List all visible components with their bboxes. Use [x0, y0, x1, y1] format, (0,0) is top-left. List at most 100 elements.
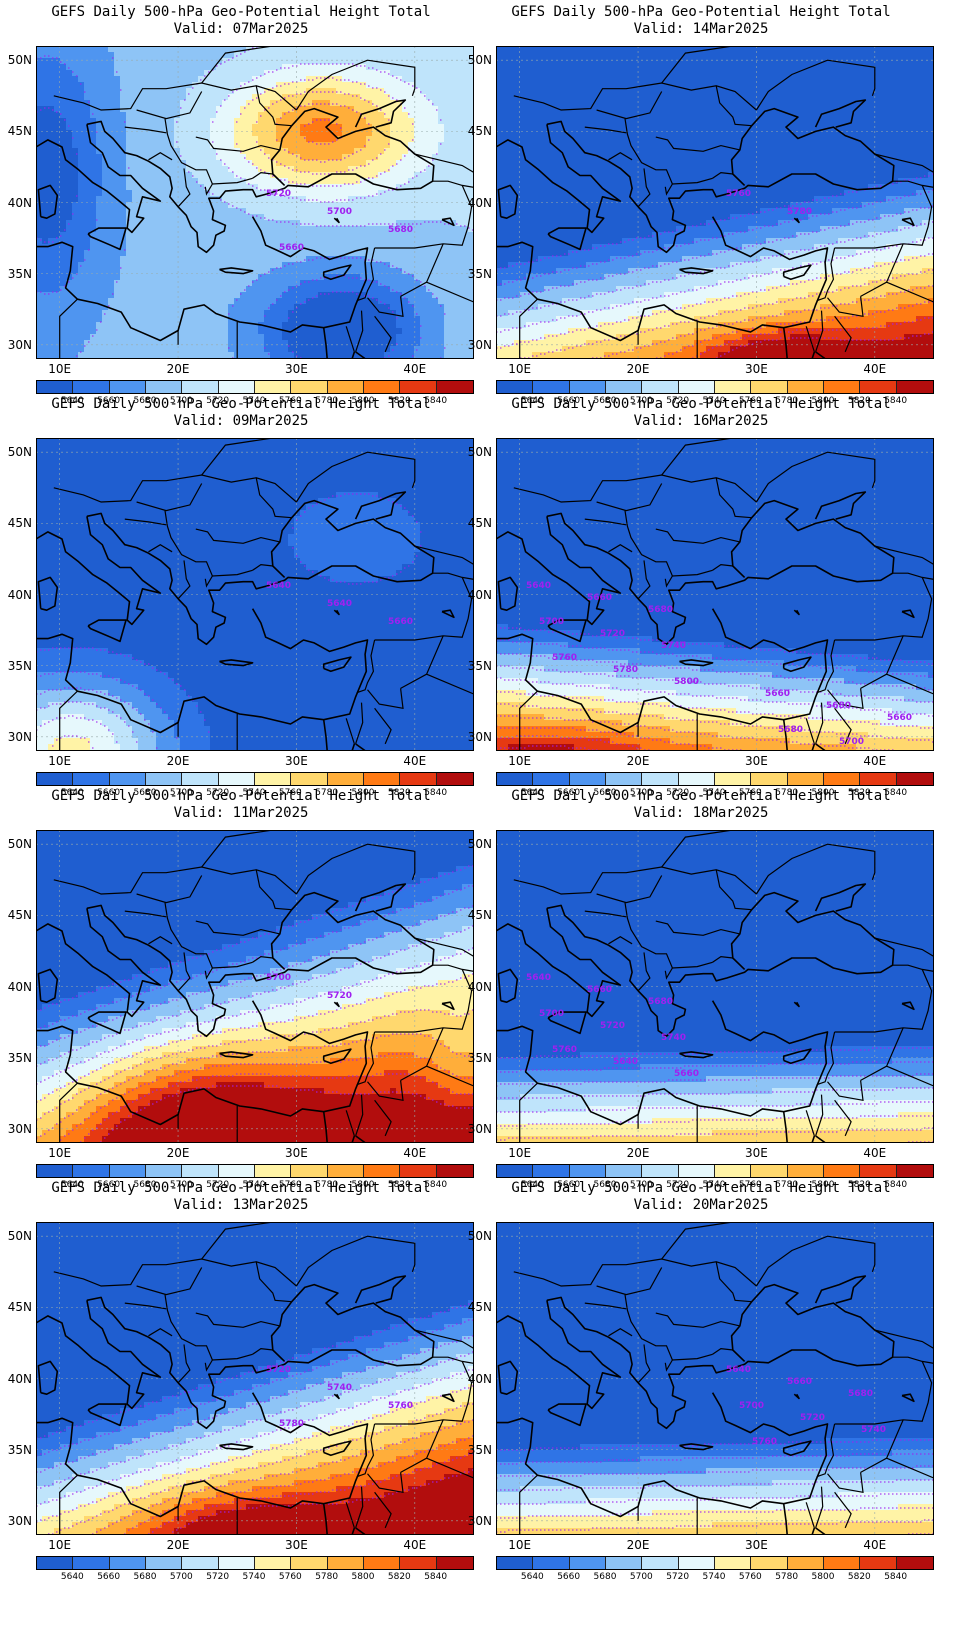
- colorbar-swatch: [569, 1557, 606, 1569]
- country-border: [426, 1065, 474, 1087]
- colorbar-label: 5840: [884, 788, 907, 798]
- country-border: [177, 952, 191, 992]
- country-border: [164, 1294, 253, 1361]
- panel-title: GEFS Daily 500-hPa Geo-Potential Height …: [0, 788, 482, 805]
- country-border: [356, 1031, 376, 1086]
- latitude-label: 40N: [464, 197, 492, 209]
- contour-label: 5660: [765, 689, 790, 699]
- coastline: [354, 883, 407, 912]
- country-border: [148, 1327, 173, 1337]
- country-border: [608, 151, 633, 161]
- colorbar-label: 5640: [61, 788, 84, 798]
- contour-label: 5680: [826, 701, 851, 711]
- country-border: [834, 315, 852, 353]
- colorbar-label: 5760: [279, 1572, 302, 1582]
- colorbar-label: 5720: [666, 1180, 689, 1190]
- contour-label: 5660: [279, 243, 304, 253]
- colorbar-swatch: [823, 773, 861, 785]
- colorbar-label: 5700: [170, 788, 193, 798]
- coastline: [782, 1111, 788, 1143]
- colorbar-swatch: [497, 1557, 534, 1569]
- colorbar-swatch: [751, 381, 788, 393]
- colorbar-swatch: [400, 381, 437, 393]
- coastline: [322, 719, 328, 751]
- colorbar-label: 5700: [630, 788, 653, 798]
- country-border: [252, 171, 273, 179]
- colorbar-swatch: [37, 1557, 74, 1569]
- colorbar-swatch: [497, 773, 534, 785]
- coastline: [86, 499, 435, 646]
- colorbar-label: 5780: [315, 788, 338, 798]
- country-border: [124, 910, 167, 918]
- longitude-label: 20E: [167, 1146, 190, 1160]
- colorbar: [496, 1164, 934, 1178]
- country-border: [355, 1094, 364, 1137]
- country-border: [295, 59, 416, 111]
- country-border: [426, 673, 474, 695]
- coastline: [679, 659, 714, 667]
- country-border: [664, 575, 673, 588]
- coastline: [496, 608, 829, 734]
- colorbar-label: 5780: [315, 396, 338, 406]
- coastline: [546, 499, 895, 646]
- colorbar-label: 5800: [812, 1572, 835, 1582]
- country-border: [860, 635, 904, 689]
- colorbar-swatch: [291, 381, 328, 393]
- colorbar-label: 5820: [848, 396, 871, 406]
- colorbar-label: 5700: [170, 396, 193, 406]
- country-border: [148, 935, 173, 945]
- colorbar-swatch: [605, 1165, 643, 1177]
- country-border: [637, 168, 651, 208]
- colorbar-swatch: [182, 1165, 219, 1177]
- contour-label: 5700: [539, 617, 564, 627]
- colorbar-swatch: [896, 773, 933, 785]
- coastline: [901, 1393, 915, 1403]
- country-border: [148, 543, 173, 553]
- coastline: [86, 107, 435, 254]
- colorbar-label: 5840: [424, 396, 447, 406]
- longitude-label: 20E: [167, 1538, 190, 1552]
- coastline: [496, 1300, 622, 1410]
- country-border: [816, 1031, 836, 1086]
- country-border: [426, 281, 474, 303]
- country-border: [400, 1027, 444, 1081]
- country-border: [874, 545, 934, 580]
- colorbar-label: 5640: [61, 1180, 84, 1190]
- colorbar-swatch: [860, 381, 897, 393]
- country-border: [345, 718, 355, 745]
- country-border: [367, 688, 404, 710]
- longitude-label: 20E: [627, 754, 650, 768]
- colorbar-swatch: [327, 1557, 364, 1569]
- longitude-label: 40E: [863, 1146, 886, 1160]
- country-border: [136, 875, 203, 904]
- country-border: [53, 1258, 297, 1287]
- colorbar-swatch: [860, 1557, 897, 1569]
- coastline: [322, 656, 352, 673]
- colorbar-swatch: [37, 1165, 74, 1177]
- colorbar-swatch: [751, 1165, 788, 1177]
- colorbar-swatch: [714, 1557, 752, 1569]
- country-border: [596, 1267, 663, 1296]
- contour-label: 5640: [726, 1365, 751, 1375]
- colorbar-swatch: [823, 381, 861, 393]
- country-border: [148, 151, 173, 161]
- country-border: [886, 281, 934, 303]
- contour-label: 5660: [887, 713, 912, 723]
- country-border: [356, 639, 376, 694]
- colorbar-swatch: [254, 1165, 292, 1177]
- country-border: [815, 1486, 824, 1529]
- colorbar-label: 5840: [424, 1572, 447, 1582]
- longitude-label: 10E: [508, 1538, 531, 1552]
- colorbar-label: 5780: [775, 396, 798, 406]
- panel-title: GEFS Daily 500-hPa Geo-Potential Height …: [460, 396, 942, 413]
- country-border: [374, 577, 473, 641]
- coastline: [782, 1503, 788, 1535]
- country-border: [755, 1235, 876, 1287]
- colorbar-swatch: [327, 381, 364, 393]
- geopotential-map: 5640 5660 5680 5700 5720 5740 5760 5640 5660: [496, 830, 934, 1143]
- colorbar-swatch: [436, 1557, 473, 1569]
- colorbar-label: 5760: [739, 788, 762, 798]
- colorbar-swatch: [787, 1557, 824, 1569]
- country-border: [755, 451, 876, 503]
- coastline: [333, 609, 340, 616]
